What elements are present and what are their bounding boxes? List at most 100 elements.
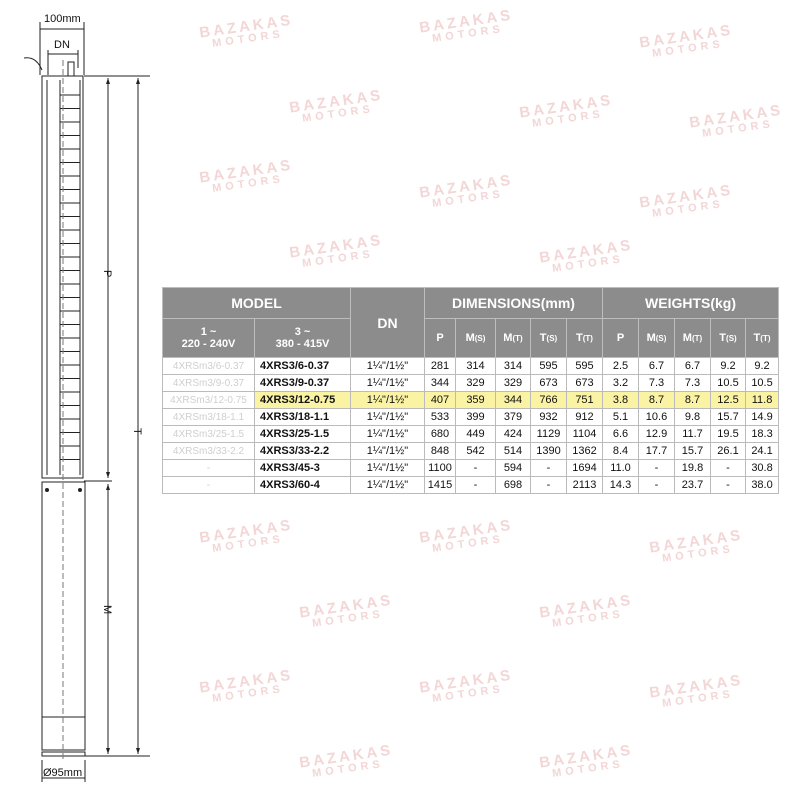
watermark: BAZAKAS MOTORS [648,526,745,565]
cell-wp: 3.8 [602,391,639,409]
weights-header: WEIGHTS(kg) [601,287,780,319]
cell-wts: 15.7 [710,408,746,426]
table-row: 4XRSm3/12-0.75 4XRS3/12-0.75 1¼"/1½" 407 359… [162,391,780,409]
cell-tt: 1104 [566,425,603,443]
cell-m2: 4XRS3/12-0.75 [254,391,351,409]
cell-wms: - [638,459,675,477]
wt-p-header: P [602,318,639,358]
cable [23,57,43,71]
cell-wts: 12.5 [710,391,746,409]
width-label: 100mm [44,13,81,25]
cell-m1: - [162,476,255,494]
cell-wms: - [638,476,675,494]
table-row: -4XRS3/60-4 1¼"/1½" 1415-698-2113 14.3-23.7… [162,476,780,494]
cell-dn: 1¼"/1½" [350,459,425,477]
watermark: BAZAKAS MOTORS [418,6,515,45]
cell-wts: 26.1 [710,442,746,460]
cell-mt: 314 [495,357,531,375]
cell-dn: 1¼"/1½" [350,442,425,460]
watermark: BAZAKAS MOTORS [638,181,735,220]
dim-mt-header: M(T) [495,318,531,358]
cell-wmt: 8.7 [674,391,711,409]
watermark: BAZAKAS MOTORS [518,91,615,130]
cell-wtt: 24.1 [744,442,780,460]
dim-ms-header: M(S) [455,318,496,358]
watermark: BAZAKAS MOTORS [538,591,635,630]
cell-m1: 4XRSm3/33-2.2 [162,442,255,460]
wt-ts-header: T(S) [710,318,746,358]
cell-ms: 399 [455,408,496,426]
cell-wms: 12.9 [638,425,675,443]
cell-p: 848 [424,442,456,460]
cell-m2: 4XRS3/18-1.1 [254,408,351,426]
cell-tt: 595 [566,357,603,375]
watermark: BAZAKAS MOTORS [198,666,295,705]
cell-wms: 10.6 [638,408,675,426]
cell-wms: 17.7 [638,442,675,460]
watermark: BAZAKAS MOTORS [288,86,385,125]
cell-mt: 514 [495,442,531,460]
table-row: 4XRSm3/18-1.1 4XRS3/18-1.1 1¼"/1½" 533 399 37… [162,408,780,426]
specifications-table: MODEL DN DIMENSIONS(mm) WEIGHTS(kg) 1 ~2… [162,287,780,494]
cell-mt: 379 [495,408,531,426]
cell-dn: 1¼"/1½" [350,408,425,426]
cell-wts: 9.2 [710,357,746,375]
watermark: BAZAKAS MOTORS [418,171,515,210]
cell-ms: 542 [455,442,496,460]
cell-p: 344 [424,374,456,392]
cell-wmt: 7.3 [674,374,711,392]
watermark: BAZAKAS MOTORS [418,516,515,555]
cell-wp: 6.6 [602,425,639,443]
cell-p: 281 [424,357,456,375]
cell-wmt: 9.8 [674,408,711,426]
cell-wts: - [710,476,746,494]
cell-wms: 8.7 [638,391,675,409]
cell-dn: 1¼"/1½" [350,391,425,409]
three-phase-header: 3 ~380 - 415V [254,318,351,358]
watermark: BAZAKAS MOTORS [198,516,295,555]
cell-wp: 11.0 [602,459,639,477]
watermark: BAZAKAS MOTORS [298,591,395,630]
dim-tt-header: T(T) [566,318,603,358]
dim-p-header: P [424,318,456,358]
cell-wp: 14.3 [602,476,639,494]
cell-mt: 424 [495,425,531,443]
cell-wtt: 10.5 [744,374,780,392]
m-label: M [101,605,113,614]
dn-header: DN [350,287,425,358]
cell-p: 680 [424,425,456,443]
cell-tt: 2113 [566,476,603,494]
cell-m2: 4XRS3/45-3 [254,459,351,477]
pump-dimension-drawing: 100mm DN P T M Ø95mm [23,13,150,782]
cell-ts: 766 [530,391,567,409]
cell-p: 407 [424,391,456,409]
cell-mt: 698 [495,476,531,494]
outlet [67,61,75,77]
watermark: BAZAKAS MOTORS [538,236,635,275]
cell-wtt: 30.8 [744,459,780,477]
watermark: BAZAKAS MOTORS [638,21,735,60]
cell-dn: 1¼"/1½" [350,374,425,392]
cell-m1: 4XRSm3/25-1.5 [162,425,255,443]
cell-ms: 449 [455,425,496,443]
table-row: 4XRSm3/33-2.2 4XRS3/33-2.2 1¼"/1½" 848 542 51… [162,442,780,460]
cell-tt: 673 [566,374,603,392]
table-row: 4XRSm3/9-0.37 4XRS3/9-0.37 1¼"/1½" 344 329 32… [162,374,780,392]
p-label: P [101,270,113,277]
cell-wts: 19.5 [710,425,746,443]
t-label: T [131,428,143,435]
cell-m2: 4XRS3/33-2.2 [254,442,351,460]
cell-ts: - [530,459,567,477]
cell-ms: - [455,476,496,494]
cell-wp: 8.4 [602,442,639,460]
cell-p: 1100 [424,459,456,477]
cell-wtt: 38.0 [744,476,780,494]
cell-wmt: 6.7 [674,357,711,375]
cell-dn: 1¼"/1½" [350,357,425,375]
cell-wmt: 23.7 [674,476,711,494]
cell-wms: 7.3 [638,374,675,392]
watermark: BAZAKAS MOTORS [198,156,295,195]
cell-wts: - [710,459,746,477]
watermark: BAZAKAS MOTORS [688,101,785,140]
wt-tt-header: T(T) [744,318,780,358]
